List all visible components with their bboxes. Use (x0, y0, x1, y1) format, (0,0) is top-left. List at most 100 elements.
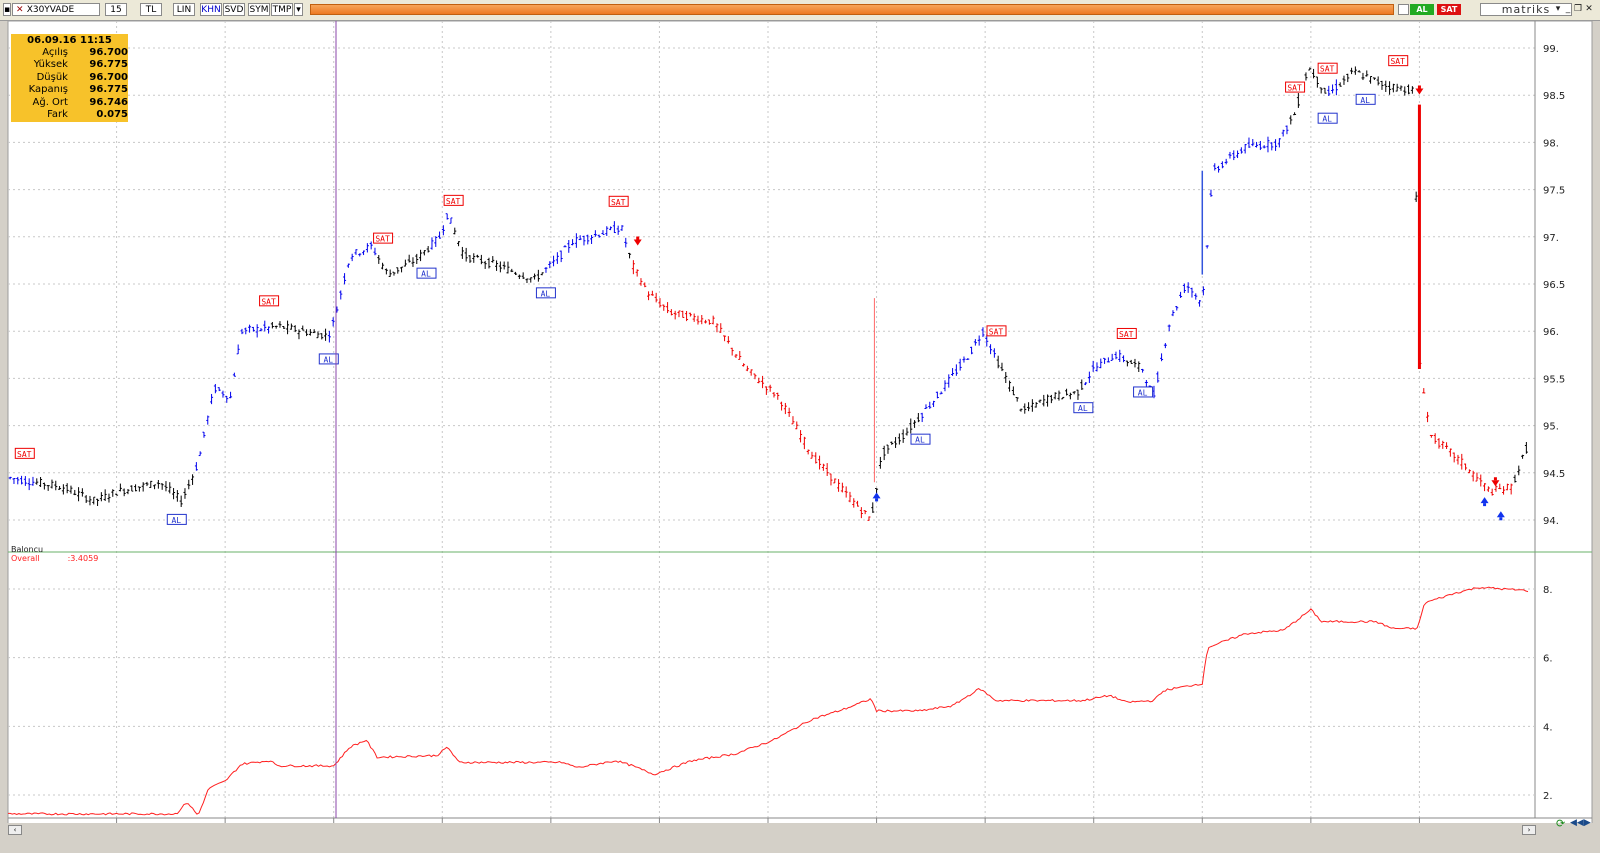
signal-label: AL (1322, 115, 1332, 124)
signal-box (373, 232, 394, 244)
signal-label: AL (541, 289, 551, 298)
currency-button[interactable]: TL (140, 3, 162, 16)
signal-label: SAT (1320, 65, 1335, 74)
price-tick-label: 97. (1543, 233, 1559, 244)
price-axis: 99. 98.5 98. 97.5 97. 96.5 96. 95.5 95. 94.5 94. (1534, 21, 1565, 818)
sell-badge[interactable]: SAT (1437, 4, 1461, 15)
signal-box (1116, 327, 1137, 339)
arrow-stem (875, 498, 879, 502)
signal-label: AL (323, 355, 333, 364)
brand-logo: matriks (1480, 3, 1572, 16)
signal-box (1285, 81, 1306, 93)
chevron-down-icon[interactable]: ▾ (1555, 4, 1561, 14)
arrow-up-icon (1480, 497, 1489, 504)
sym-button[interactable]: SYM (248, 3, 270, 16)
signal-label: SAT (989, 327, 1004, 336)
signal-label: AL (421, 270, 431, 279)
buy-signal: AL (1073, 402, 1094, 414)
signal-label: SAT (1119, 330, 1134, 339)
arrow-stem (1417, 85, 1421, 89)
price-tick-label: 96.5 (1543, 280, 1565, 291)
restore-icon[interactable]: ❐ (1573, 4, 1583, 14)
volume-button[interactable]: SVD (223, 3, 245, 16)
buy-signal: AL (1355, 93, 1376, 105)
sell-signal: SAT (443, 194, 464, 206)
signal-box (166, 513, 187, 525)
signal-box (535, 287, 556, 299)
price-tick-label: 94.5 (1543, 469, 1565, 480)
buy-signal: AL (535, 287, 556, 299)
overall-value: :3.4059 (67, 554, 99, 563)
bottom-scrollbar[interactable]: ‹ › ⟳ ◀◀▶ (0, 817, 1600, 853)
info-row: Kapanış 96.775 (11, 84, 128, 96)
chart-type-button[interactable]: KHN (200, 3, 222, 16)
scroll-left-icon[interactable]: ‹ (8, 825, 22, 835)
info-label: Yüksek (33, 59, 68, 71)
buy-badge[interactable]: AL (1410, 4, 1434, 15)
signal-markers: SAT AL SAT AL SAT AL SAT AL SAT AL SAT AL SAT AL SAT AL… (14, 55, 1505, 525)
info-value: 96.746 (89, 96, 128, 108)
info-row: Açılış 96.700 (11, 47, 128, 59)
refresh-icon[interactable]: ⟳ (1556, 817, 1566, 830)
price-tick-label: 95.5 (1543, 374, 1565, 385)
signal-box (1355, 93, 1376, 105)
signal-box (14, 447, 35, 459)
ohlc-info-box: 06.09.16 11:15 Açılış 96.700 Yüksek 96.775… (11, 34, 128, 122)
signal-label: SAT (1287, 84, 1302, 93)
info-label: Ağ. Ort (32, 96, 68, 108)
indicator-tick-label: 2. (1543, 791, 1553, 802)
equity-line (8, 586, 1529, 816)
signal-box (1317, 62, 1338, 74)
tmp-button[interactable]: TMP (271, 3, 293, 16)
indicator-axis: 8. 6. 4. 2. (1543, 585, 1553, 802)
price-tick-label: 96. (1543, 327, 1559, 338)
price-series (8, 66, 1528, 521)
minimize-icon[interactable]: _ (1565, 4, 1571, 14)
info-row: Yüksek 96.775 (11, 59, 128, 71)
close-icon[interactable]: ✕ (1585, 4, 1593, 14)
info-row: Ağ. Ort 96.746 (11, 97, 128, 109)
info-value: 96.700 (89, 71, 128, 83)
sell-signal: SAT (373, 232, 394, 244)
info-label: Kapanış (28, 84, 68, 96)
signal-box (608, 195, 629, 207)
window-menu-icon[interactable]: ▪ (3, 3, 11, 16)
scroll-right-icon[interactable]: › (1522, 825, 1536, 835)
sell-signal: SAT (14, 447, 35, 459)
buy-signal: AL (318, 353, 339, 365)
indicator-tick-label: 6. (1543, 654, 1553, 665)
arrow-stem (636, 236, 640, 240)
period-button[interactable]: 15 (105, 3, 127, 16)
info-label: Fark (47, 108, 68, 120)
buy-signal: AL (166, 513, 187, 525)
nav-arrows-icon[interactable]: ◀◀▶ (1570, 818, 1591, 828)
signal-box (1073, 402, 1094, 414)
signal-label: AL (915, 436, 925, 445)
signal-label: SAT (1390, 57, 1405, 66)
signal-label: SAT (611, 198, 626, 207)
equity-path (8, 586, 1529, 816)
dropdown-arrow-icon[interactable]: ▾ (294, 3, 303, 16)
price-tick-label: 98.5 (1543, 91, 1565, 102)
info-label: Açılış (42, 47, 68, 58)
signal-label: AL (1138, 388, 1148, 397)
arrow-down-icon (1491, 480, 1500, 487)
scale-button[interactable]: LIN (173, 3, 195, 16)
symbol-selector[interactable]: ✕ X30YVADE (12, 3, 100, 16)
arrow-up-icon (872, 492, 881, 499)
signal-label: SAT (375, 235, 390, 244)
status-bar (310, 4, 1394, 15)
chart-toolbar: ▪ ✕ X30YVADE 15 TL LIN KHN SVD SYM TMP ▾… (0, 0, 1600, 21)
signal-box (1133, 386, 1154, 398)
price-tick-label: 95. (1543, 422, 1559, 433)
indicator-tick-label: 4. (1543, 722, 1553, 733)
info-row: Düşük 96.700 (11, 72, 128, 84)
calendar-icon[interactable] (1398, 4, 1409, 15)
price-tick-label: 94. (1543, 516, 1559, 527)
symbol-label: X30YVADE (26, 5, 75, 15)
sell-signal: SAT (1317, 62, 1338, 74)
sell-signal: SAT (1388, 55, 1409, 66)
arrow-stem (1499, 517, 1503, 521)
info-value: 0.075 (96, 108, 128, 120)
